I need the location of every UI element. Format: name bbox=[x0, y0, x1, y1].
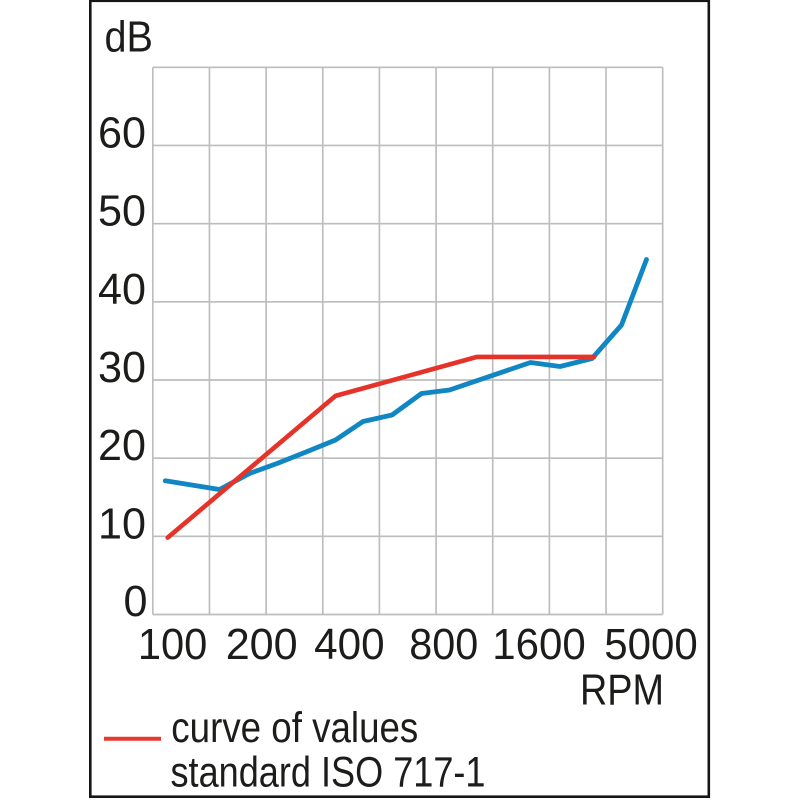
svg-text:0: 0 bbox=[124, 577, 148, 626]
svg-text:standard ISO 717-1: standard ISO 717-1 bbox=[171, 749, 486, 796]
svg-text:30: 30 bbox=[98, 343, 146, 392]
svg-text:1600: 1600 bbox=[492, 620, 586, 669]
svg-text:400: 400 bbox=[314, 620, 385, 669]
svg-text:60: 60 bbox=[98, 109, 146, 158]
svg-text:20: 20 bbox=[98, 421, 146, 470]
svg-text:200: 200 bbox=[226, 620, 298, 669]
svg-text:40: 40 bbox=[98, 265, 146, 314]
svg-text:RPM: RPM bbox=[580, 666, 664, 715]
svg-text:curve of values: curve of values bbox=[171, 705, 418, 752]
svg-text:dB: dB bbox=[105, 13, 154, 62]
svg-text:50: 50 bbox=[98, 187, 146, 236]
svg-text:5000: 5000 bbox=[604, 620, 698, 669]
svg-text:800: 800 bbox=[409, 620, 478, 669]
svg-text:100: 100 bbox=[138, 620, 208, 669]
svg-text:10: 10 bbox=[98, 499, 146, 548]
